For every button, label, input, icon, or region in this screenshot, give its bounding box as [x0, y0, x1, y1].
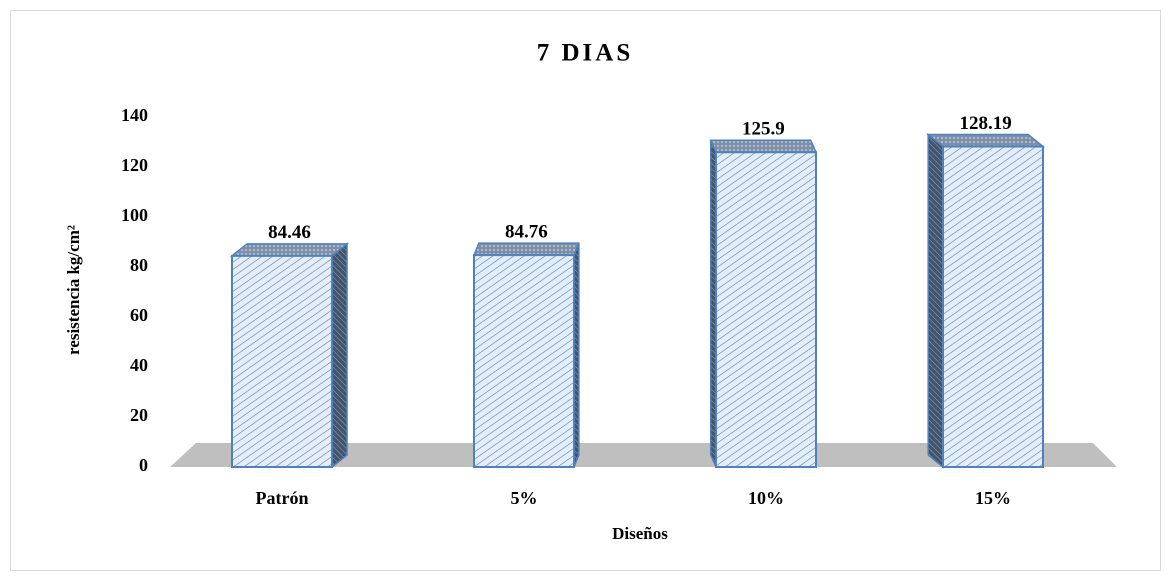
bar-side	[331, 242, 348, 469]
chart-title: 7 DIAS	[537, 40, 634, 67]
bar	[709, 139, 818, 468]
x-tick-label: 5%	[511, 488, 538, 508]
data-label: 84.46	[268, 222, 311, 243]
x-tick-label: 10%	[748, 488, 784, 508]
bar-top	[926, 133, 1046, 148]
bar-front	[942, 145, 1044, 468]
y-tick-label: 120	[121, 155, 148, 175]
data-label: 125.9	[742, 119, 785, 140]
y-tick-label: 60	[130, 305, 148, 325]
bar-top	[229, 243, 350, 257]
bar-front	[231, 254, 333, 468]
y-tick-label: 100	[121, 205, 148, 225]
bar-top	[709, 139, 818, 153]
x-tick-label: 15%	[975, 488, 1011, 508]
data-label: 84.76	[505, 221, 548, 242]
chart-frame	[10, 10, 1161, 571]
floor	[170, 443, 1117, 467]
bar-top	[472, 242, 580, 256]
bar-front	[473, 254, 575, 468]
bar	[472, 242, 580, 468]
bar	[926, 132, 1046, 469]
bar	[229, 242, 350, 469]
y-tick-label: 140	[121, 105, 148, 125]
bar-front	[715, 151, 817, 468]
y-tick-label: 0	[139, 455, 148, 475]
y-tick-label: 40	[130, 355, 148, 375]
x-axis-label: Diseños	[612, 524, 668, 543]
x-tick-label: Patrón	[256, 488, 309, 508]
y-tick-label: 80	[130, 255, 148, 275]
data-label: 128.19	[959, 113, 1011, 134]
y-tick-label: 20	[130, 405, 148, 425]
y-axis-label: resistencia kg/cm²	[64, 225, 83, 355]
bar-side	[927, 132, 944, 469]
